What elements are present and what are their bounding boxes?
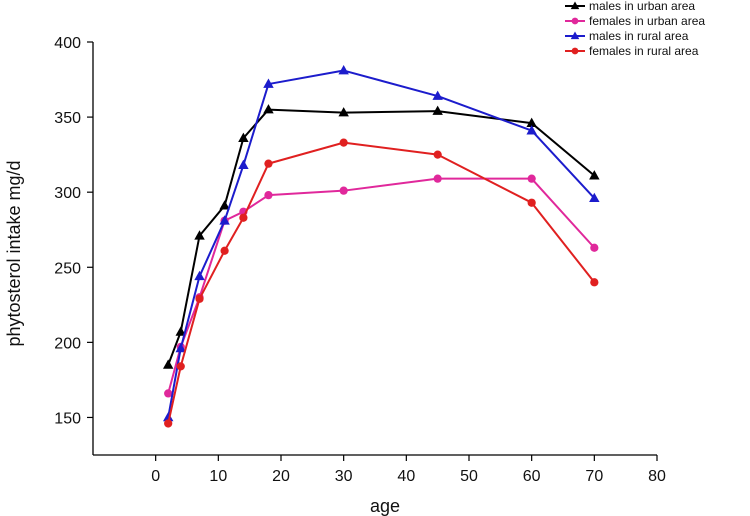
data-point [195,294,204,303]
y-tick-label: 250 [54,260,81,277]
series-4 [164,138,599,428]
data-point [264,191,273,200]
legend-swatch-marker [571,47,579,55]
axes [92,42,657,456]
x-tick-label: 80 [648,468,666,485]
legend-item: females in urban area [565,14,705,28]
data-point [162,411,174,422]
legend-swatch-marker [571,17,579,25]
legend-label: females in rural area [589,44,699,58]
x-tick-label: 60 [523,468,541,485]
x-axis-title: age [370,496,400,516]
data-point [433,150,442,159]
data-point [339,138,348,147]
data-point [590,243,599,252]
data-point [263,104,274,114]
x-tick-label: 50 [460,468,478,485]
data-point [264,159,273,168]
data-point [432,105,443,115]
data-point [164,419,173,428]
data-point [338,107,349,117]
x-tick-label: 20 [272,468,290,485]
series-1 [162,104,600,369]
data-point [194,230,205,240]
data-point [590,278,599,287]
legend-item: males in urban area [565,0,695,13]
legend-swatch-marker [570,1,580,10]
y-tick-label: 200 [54,335,81,352]
axis-ticks: 0 10 20 30 40 50 60 70 80 150 200 250 300 350 400 [54,35,666,485]
x-tick-label: 10 [209,468,227,485]
legend-swatch-marker [570,31,580,40]
data-point [433,174,442,183]
data-point [263,78,274,88]
legend-label: males in urban area [589,0,695,13]
y-tick-label: 350 [54,110,81,127]
legend-label: females in urban area [589,14,705,28]
data-point [176,362,185,371]
data-point [432,90,443,100]
series-3 [162,65,600,422]
data-point [220,246,229,255]
series-layer [162,65,600,428]
legend-item: males in rural area [565,29,689,43]
x-tick-label: 0 [151,468,160,485]
y-axis-title: phytosterol intake mg/d [4,160,24,346]
data-point [219,200,230,210]
data-point [238,132,249,142]
x-tick-label: 30 [335,468,353,485]
data-point [589,170,600,180]
series-line [167,141,596,424]
data-point [527,198,536,207]
series-line [167,177,596,394]
data-point [238,159,249,169]
data-point [162,359,174,369]
x-tick-label: 70 [585,468,603,485]
x-tick-label: 40 [397,468,415,485]
data-point [175,326,186,336]
y-tick-label: 150 [54,410,81,427]
legend-item: females in rural area [565,44,699,58]
y-tick-label: 300 [54,185,81,202]
data-point [219,215,230,225]
data-point [527,174,536,183]
data-point [526,125,537,135]
data-point [175,342,186,353]
data-point [589,192,600,203]
data-point [164,389,173,398]
series-line [167,69,596,418]
legend-label: males in rural area [589,29,689,43]
data-point [338,65,349,75]
data-point [339,186,348,195]
y-tick-label: 400 [54,35,81,52]
data-point [526,117,537,127]
data-point [194,270,205,281]
data-point [239,213,248,222]
